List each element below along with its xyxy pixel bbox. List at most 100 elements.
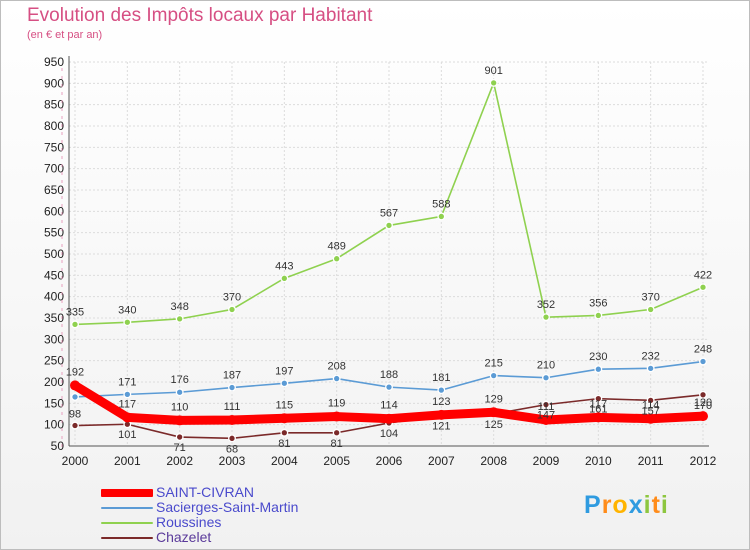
- data-point-roussines: [123, 318, 132, 327]
- logo-letter: i: [660, 491, 669, 519]
- data-label-roussines: 588: [432, 198, 450, 210]
- x-tick-label: 2006: [376, 454, 403, 468]
- legend-label: Sacierges-Saint-Martin: [156, 499, 299, 515]
- logo-letter: r: [601, 491, 613, 519]
- data-point-sacierges-saint-martin: [699, 357, 707, 366]
- data-label-chazelet: 161: [589, 404, 607, 416]
- chart-title: Evolution des Impôts locaux par Habitant: [27, 5, 373, 26]
- x-tick-label: 2005: [323, 454, 350, 468]
- data-label-chazelet: 170: [694, 400, 712, 412]
- data-label-saint-civran: 117: [590, 398, 608, 410]
- x-tick-label: 2012: [690, 454, 717, 468]
- x-tick-label: 2004: [271, 454, 298, 468]
- y-tick-label: 500: [44, 247, 64, 261]
- data-label-sacierges-saint-martin: 171: [118, 376, 136, 388]
- y-tick-label: 400: [44, 290, 64, 304]
- data-point-sacierges-saint-martin: [228, 383, 236, 392]
- data-point-sacierges-saint-martin: [437, 386, 446, 395]
- y-tick-label: 550: [44, 226, 64, 240]
- data-label-saint-civran: 192: [66, 366, 84, 378]
- logo-letter: t: [651, 491, 661, 519]
- logo-letter: o: [612, 491, 629, 519]
- data-point-sacierges-saint-martin: [542, 373, 550, 382]
- y-tick-label: 200: [44, 375, 64, 389]
- y-tick-label: 350: [44, 311, 64, 325]
- data-point-sacierges-saint-martin: [385, 383, 393, 392]
- data-point-saint-civran: [227, 414, 237, 425]
- data-point-chazelet: [332, 428, 341, 437]
- data-point-saint-civran: [70, 380, 80, 391]
- data-label-chazelet: 147: [537, 410, 555, 422]
- y-tick-label: 50: [51, 439, 65, 453]
- y-tick-label: 600: [44, 204, 64, 218]
- data-point-sacierges-saint-martin: [646, 364, 655, 373]
- data-point-saint-civran: [384, 413, 394, 424]
- y-tick-label: 450: [44, 268, 64, 282]
- data-label-saint-civran: 110: [171, 401, 189, 413]
- data-point-roussines: [385, 221, 393, 230]
- legend-label: Chazelet: [156, 529, 212, 545]
- data-label-saint-civran: 123: [432, 396, 450, 408]
- data-point-sacierges-saint-martin: [123, 390, 132, 399]
- data-label-saint-civran: 114: [642, 400, 660, 412]
- data-label-saint-civran: 117: [119, 398, 137, 410]
- data-point-sacierges-saint-martin: [594, 365, 603, 374]
- data-label-roussines: 422: [694, 269, 712, 281]
- logo-letter: i: [643, 491, 652, 519]
- data-label-sacierges-saint-martin: 210: [537, 360, 555, 372]
- data-label-sacierges-saint-martin: 208: [327, 361, 345, 373]
- data-point-chazelet: [594, 394, 603, 403]
- x-tick-label: 2009: [533, 454, 560, 468]
- data-point-chazelet: [280, 428, 289, 437]
- x-tick-label: 2007: [428, 454, 455, 468]
- y-tick-label: 750: [44, 140, 64, 154]
- data-label-chazelet: 101: [118, 429, 136, 441]
- data-point-saint-civran: [122, 412, 133, 423]
- data-point-roussines: [646, 305, 655, 314]
- legend-label: Roussines: [156, 514, 222, 530]
- data-point-sacierges-saint-martin: [489, 371, 498, 380]
- data-point-roussines: [542, 313, 550, 322]
- data-label-roussines: 370: [641, 291, 659, 303]
- data-point-chazelet: [228, 434, 236, 443]
- data-point-roussines: [332, 254, 341, 263]
- data-label-roussines: 489: [327, 241, 345, 253]
- logo-letter: P: [584, 491, 602, 519]
- data-point-saint-civran: [488, 407, 499, 418]
- data-point-roussines: [228, 305, 236, 314]
- data-point-saint-civran: [174, 415, 185, 426]
- y-tick-label: 650: [44, 183, 64, 197]
- data-point-roussines: [71, 320, 79, 329]
- data-label-roussines: 443: [275, 260, 293, 272]
- data-label-sacierges-saint-martin: 187: [223, 370, 241, 382]
- data-point-saint-civran: [331, 411, 342, 422]
- data-label-saint-civran: 111: [224, 401, 241, 413]
- data-label-saint-civran: 114: [380, 400, 398, 412]
- data-point-chazelet: [542, 400, 550, 409]
- data-point-roussines: [699, 283, 707, 292]
- x-tick-label: 2000: [62, 454, 89, 468]
- legend-swatch: [101, 489, 153, 497]
- data-label-saint-civran: 115: [276, 399, 294, 411]
- x-tick-label: 2001: [114, 454, 141, 468]
- data-label-chazelet: 68: [226, 443, 238, 455]
- data-label-sacierges-saint-martin: 248: [694, 344, 712, 356]
- data-label-sacierges-saint-martin: 181: [432, 372, 450, 384]
- data-label-sacierges-saint-martin: 232: [641, 350, 659, 362]
- data-label-sacierges-saint-martin: 197: [275, 365, 293, 377]
- data-point-roussines: [437, 212, 446, 221]
- data-label-sacierges-saint-martin: 188: [380, 369, 398, 381]
- data-label-roussines: 356: [589, 297, 607, 309]
- data-point-chazelet: [699, 390, 707, 399]
- data-label-roussines: 567: [380, 207, 398, 219]
- legend-swatch: [101, 507, 153, 509]
- data-label-roussines: 370: [223, 291, 241, 303]
- y-tick-label: 800: [44, 119, 64, 133]
- data-point-saint-civran: [436, 409, 447, 420]
- data-point-sacierges-saint-martin: [332, 374, 341, 383]
- proxiti-logo: Proxiti: [584, 491, 669, 520]
- data-label-chazelet: 104: [380, 428, 398, 440]
- data-label-sacierges-saint-martin: 215: [484, 358, 502, 370]
- data-label-roussines: 335: [66, 306, 84, 318]
- data-label-roussines: 348: [170, 301, 188, 313]
